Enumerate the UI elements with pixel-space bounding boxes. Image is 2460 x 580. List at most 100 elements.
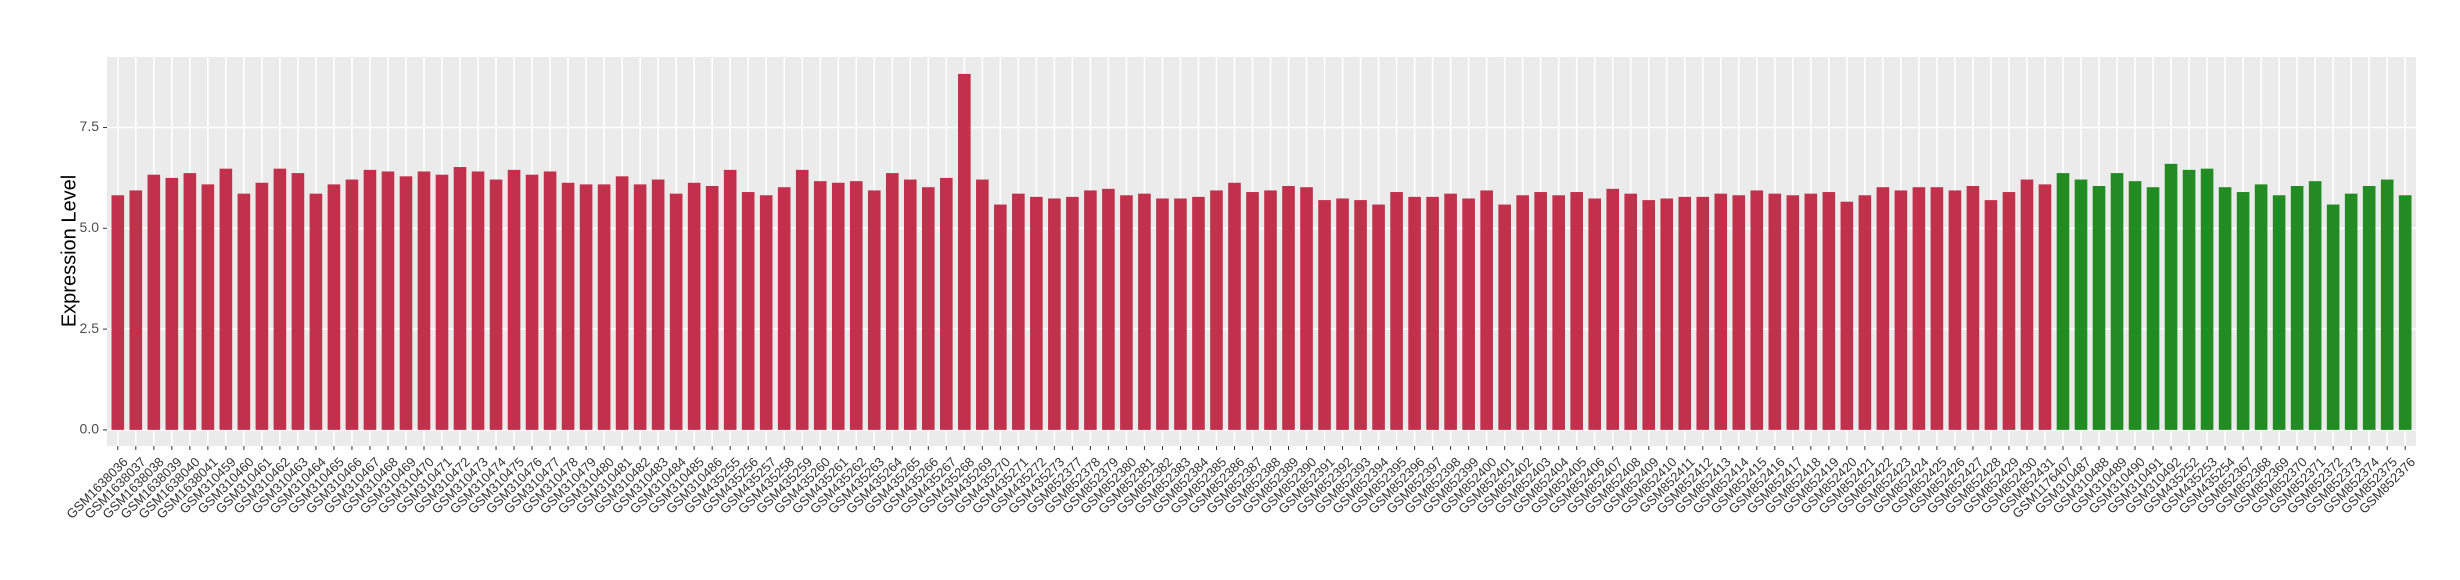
bar	[399, 176, 413, 430]
bar	[1786, 195, 1800, 430]
bar	[831, 182, 845, 430]
bar	[759, 195, 773, 430]
bar	[1426, 196, 1439, 430]
y-tick-label: 0.0	[80, 421, 100, 437]
bar	[2200, 168, 2214, 430]
bar	[1228, 182, 1241, 430]
bar	[1858, 195, 1872, 430]
bar	[1570, 192, 1583, 430]
bar	[2146, 187, 2160, 430]
bar	[363, 169, 377, 430]
bar	[1102, 188, 1115, 430]
bar	[813, 181, 827, 430]
bar	[994, 204, 1007, 430]
bar	[1354, 200, 1367, 430]
bar	[561, 182, 575, 430]
bar	[903, 179, 917, 430]
bar	[1642, 200, 1656, 430]
bar	[669, 193, 683, 430]
bar	[471, 171, 485, 430]
bar	[2236, 192, 2250, 430]
bar	[2326, 204, 2340, 430]
bar	[1588, 198, 1602, 430]
bar	[2128, 181, 2142, 430]
bar	[345, 179, 359, 430]
bar	[183, 173, 197, 430]
bar	[1444, 193, 1457, 430]
bar	[1282, 185, 1295, 430]
bar	[2164, 163, 2178, 430]
bar	[1534, 192, 1547, 430]
bar	[795, 169, 809, 430]
bar	[255, 182, 269, 430]
bar	[1822, 192, 1836, 430]
bar	[1138, 193, 1151, 430]
bar	[1480, 190, 1493, 430]
bar	[940, 177, 953, 430]
bar	[165, 177, 179, 430]
bar	[885, 173, 899, 430]
bar	[1912, 187, 1926, 430]
bar	[2020, 179, 2034, 430]
bar	[147, 174, 161, 430]
bar	[2110, 173, 2124, 430]
bar	[1552, 195, 1565, 430]
bar	[921, 187, 935, 430]
bar	[958, 73, 971, 430]
bar	[273, 168, 287, 430]
y-axis-label: Expression Level	[58, 175, 80, 327]
bar	[2308, 181, 2322, 430]
y-tick-label: 2.5	[80, 320, 100, 336]
bar	[219, 168, 233, 430]
bar	[1174, 198, 1187, 430]
bar	[1264, 190, 1277, 430]
bar	[2002, 192, 2016, 430]
bar	[525, 174, 539, 430]
bar	[1120, 195, 1133, 430]
bar	[381, 171, 395, 430]
bar	[1012, 193, 1025, 430]
bar	[2362, 185, 2376, 430]
bar	[1948, 190, 1962, 430]
bar	[1984, 200, 1998, 430]
bar	[1318, 200, 1331, 430]
bar	[1732, 195, 1746, 430]
bar	[1930, 187, 1944, 430]
bar	[309, 193, 323, 430]
bar	[741, 192, 755, 430]
bar	[1300, 187, 1313, 430]
y-tick-label: 5.0	[80, 219, 100, 235]
bar	[1678, 196, 1692, 430]
bar	[435, 174, 449, 430]
bar	[597, 184, 611, 430]
bar	[201, 184, 215, 430]
bar	[1768, 193, 1782, 430]
bar	[2344, 193, 2358, 430]
bar	[1606, 188, 1620, 430]
bar	[1840, 201, 1854, 430]
plot-background	[107, 57, 2416, 446]
bar	[615, 176, 629, 430]
bar	[1066, 196, 1079, 430]
bar	[705, 185, 719, 430]
bar	[2218, 187, 2232, 430]
bar	[2074, 179, 2088, 430]
bar	[2056, 173, 2070, 430]
bar	[2254, 184, 2268, 430]
bar	[2380, 179, 2394, 430]
bar	[1030, 196, 1043, 430]
bar	[1516, 195, 1529, 430]
bar	[651, 179, 665, 430]
bar	[867, 190, 881, 430]
bar	[1876, 187, 1890, 430]
bar	[2038, 184, 2052, 430]
bar	[507, 169, 521, 430]
bar	[1210, 190, 1223, 430]
bar	[129, 190, 143, 430]
bar	[976, 179, 989, 430]
bar	[2272, 195, 2286, 430]
bar	[1246, 192, 1259, 430]
bar	[1372, 204, 1385, 430]
bar	[723, 169, 737, 430]
